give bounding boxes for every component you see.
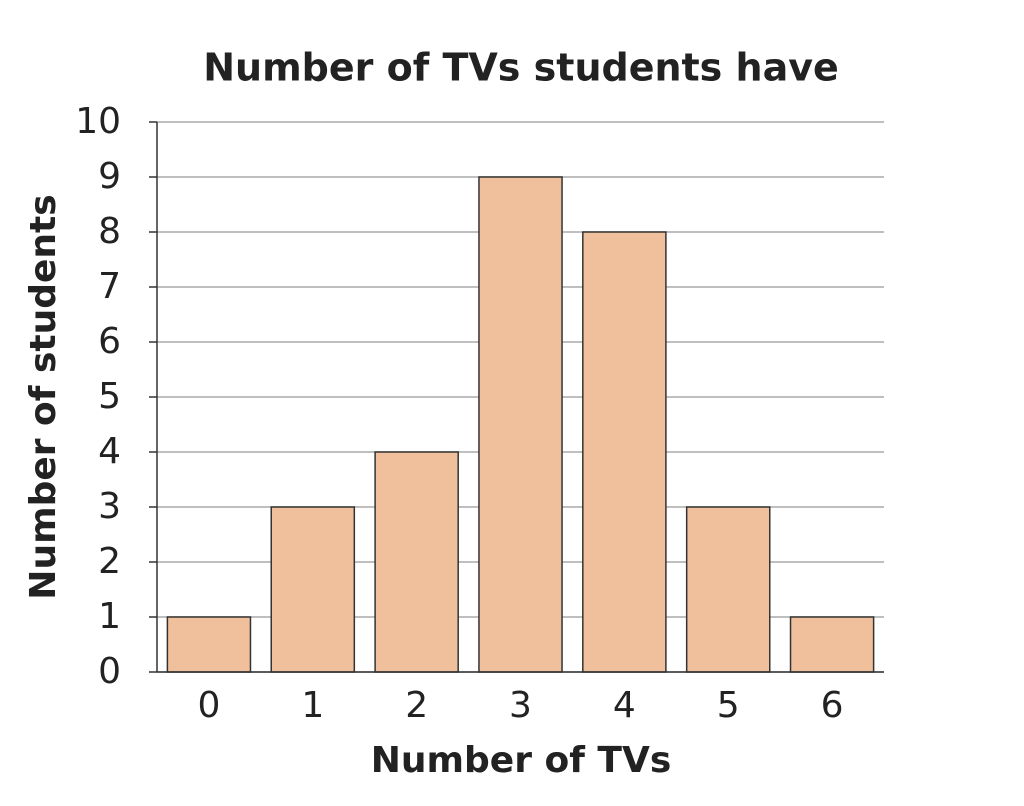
x-tick-label: 5 xyxy=(717,685,740,726)
y-tick-label: 9 xyxy=(98,156,121,197)
y-tick-label: 5 xyxy=(98,376,121,417)
bar xyxy=(166,616,252,673)
x-tick-label: 1 xyxy=(301,685,324,726)
bar xyxy=(685,506,771,673)
y-axis-label: Number of students xyxy=(23,194,64,599)
x-tick-label: 2 xyxy=(405,685,428,726)
chart-title: Number of TVs students have xyxy=(203,46,839,90)
y-tick-label: 3 xyxy=(98,486,121,527)
x-tick-label: 3 xyxy=(509,685,532,726)
y-tick-label: 10 xyxy=(75,101,121,142)
y-tick-label: 4 xyxy=(98,431,121,472)
x-axis-label: Number of TVs xyxy=(371,740,672,781)
y-tick-label: 2 xyxy=(98,541,121,582)
bar xyxy=(374,451,459,673)
y-tick-label: 7 xyxy=(98,266,121,307)
y-tick-label: 0 xyxy=(98,651,121,692)
bar xyxy=(270,506,356,673)
y-tick-label: 6 xyxy=(98,321,121,362)
x-tick-label: 6 xyxy=(821,685,844,726)
x-tick-label: 4 xyxy=(613,685,636,726)
y-tick-label: 8 xyxy=(98,211,121,252)
bar xyxy=(789,616,875,673)
y-tick-label: 1 xyxy=(98,596,121,637)
x-tick-label: 0 xyxy=(197,685,220,726)
bar xyxy=(478,176,563,673)
bar xyxy=(582,231,667,673)
